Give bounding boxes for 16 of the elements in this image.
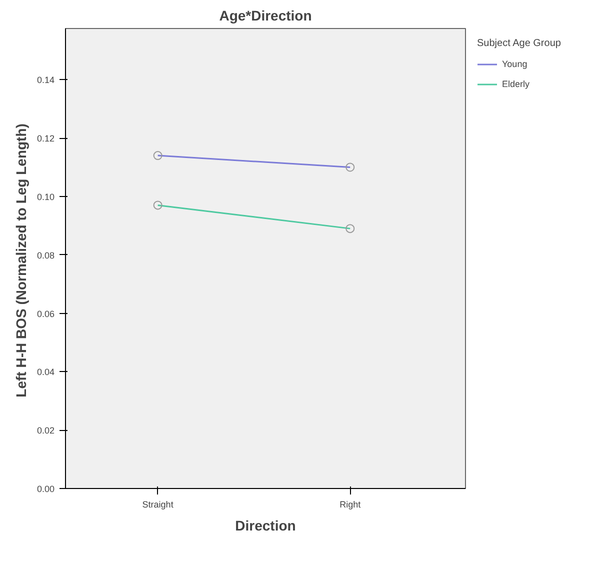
y-tick-label: 0.10 <box>36 192 55 202</box>
y-tick-label: 0.04 <box>36 367 55 378</box>
y-tick-label: 0.02 <box>36 426 55 436</box>
x-axis-title: Direction <box>235 518 296 534</box>
legend-title: Subject Age Group <box>477 38 561 49</box>
y-tick-label: 0.14 <box>36 75 55 86</box>
legend-label: Elderly <box>502 79 530 89</box>
chart-title: Age*Direction <box>219 8 312 24</box>
y-tick-label: 0.00 <box>36 484 55 494</box>
y-tick-label: 0.12 <box>36 134 55 144</box>
x-tick-label: Straight <box>142 500 174 510</box>
legend-label: Young <box>502 59 528 69</box>
y-axis-title: Left H-H BOS (Normalized to Leg Length) <box>12 124 29 398</box>
y-tick-label: 0.08 <box>36 250 55 260</box>
y-tick-label: 0.06 <box>36 308 55 319</box>
x-tick-label: Right <box>340 500 362 510</box>
